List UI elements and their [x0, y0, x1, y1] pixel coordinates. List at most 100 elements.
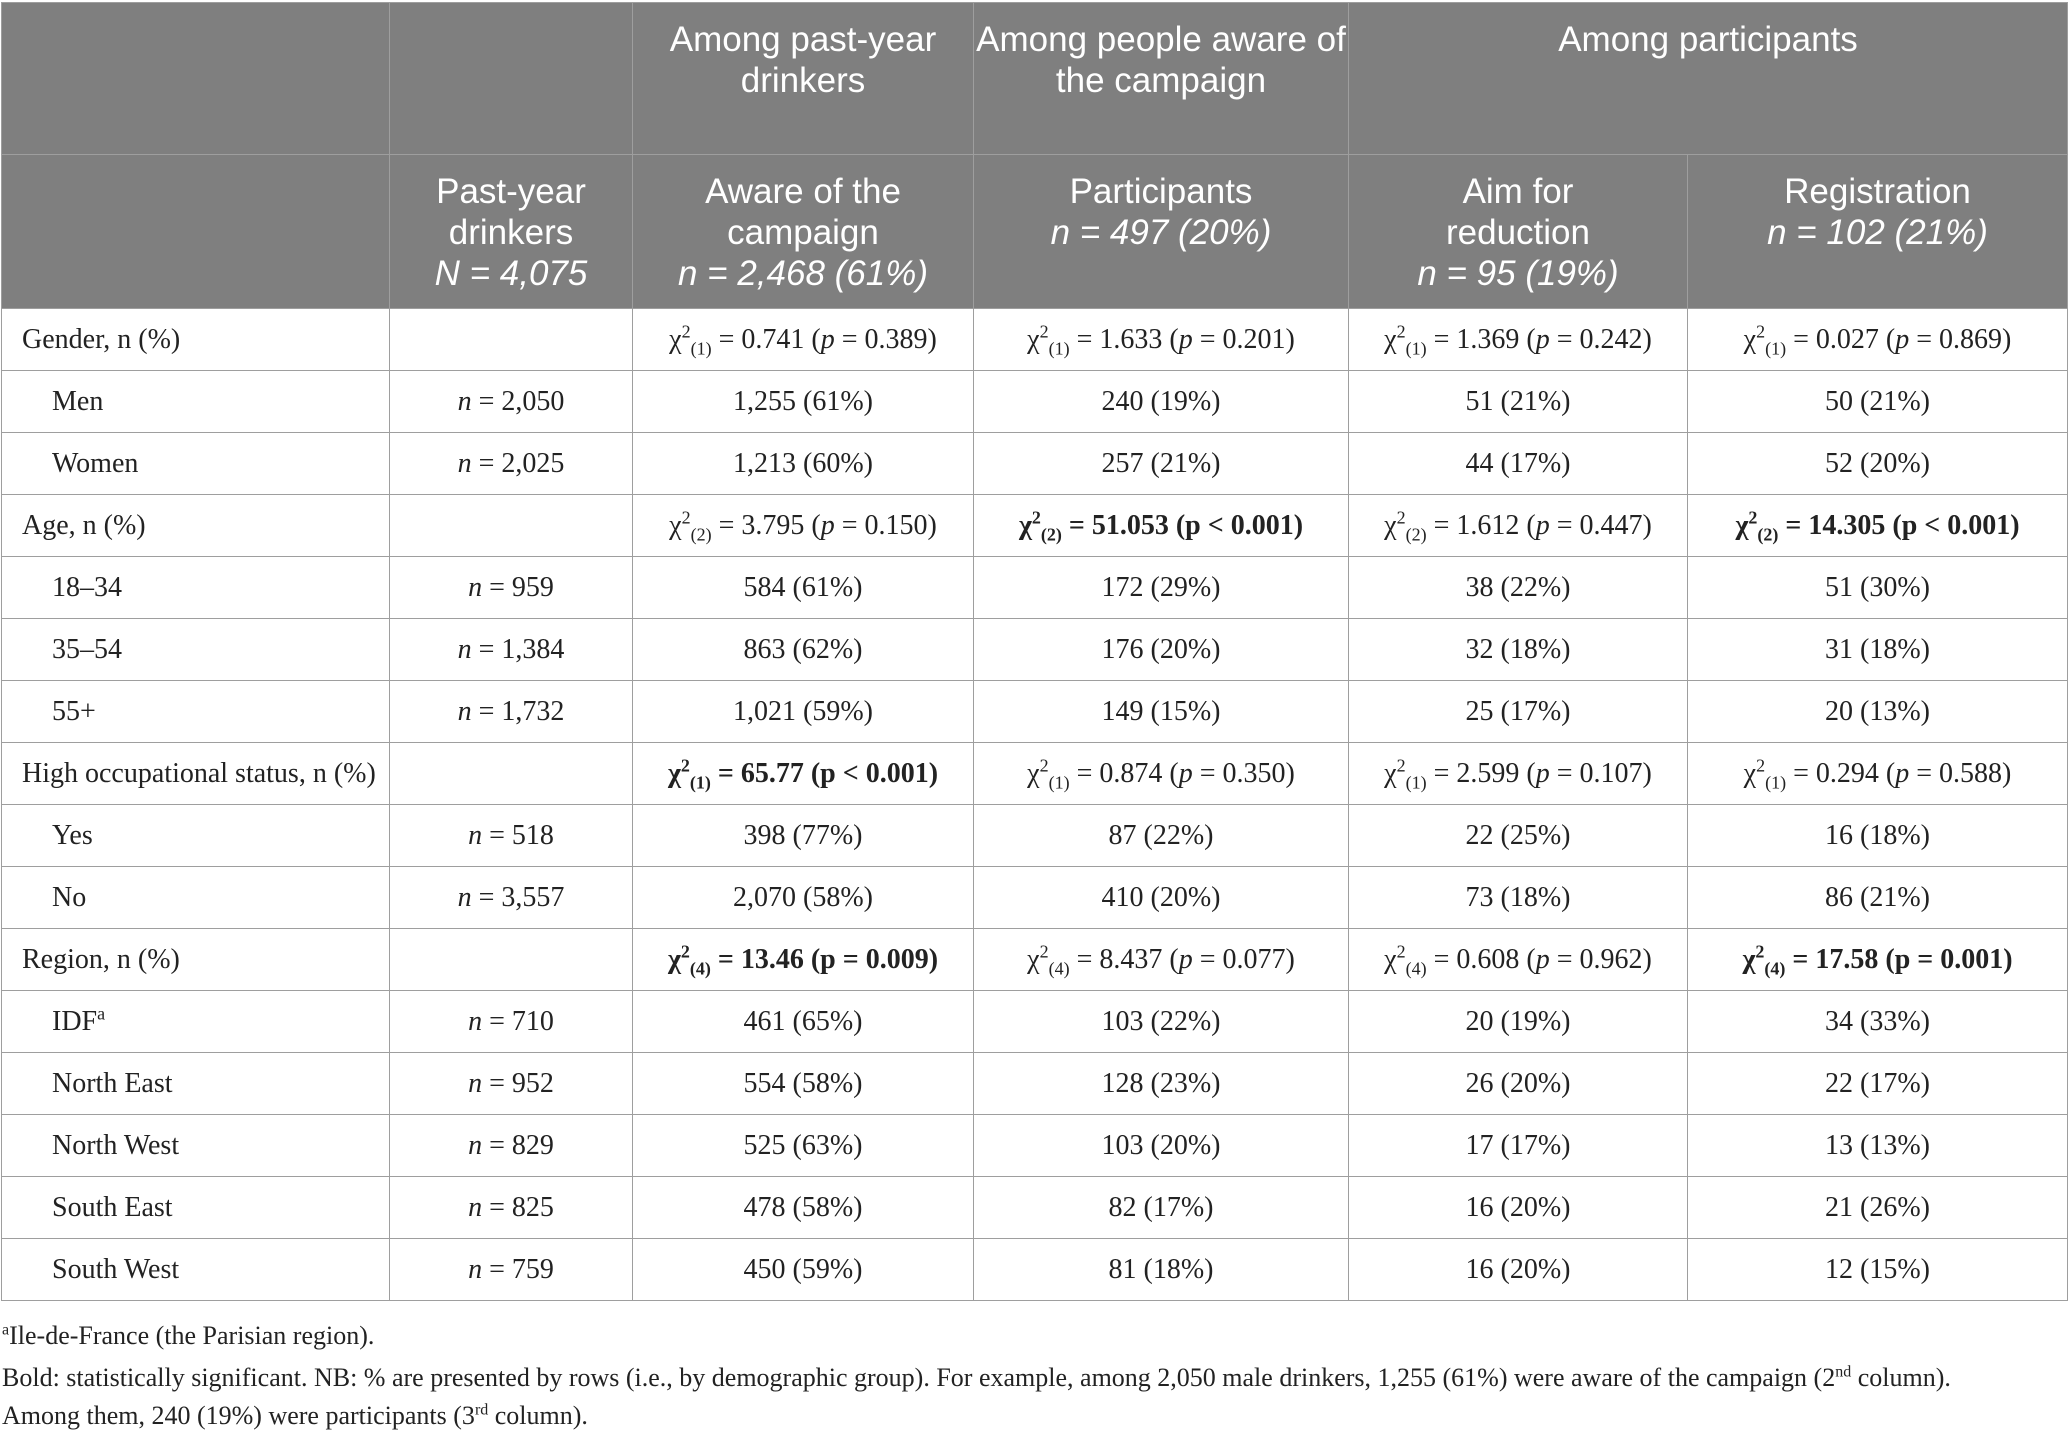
- chi-exponent: 2: [1396, 507, 1406, 528]
- n-symbol: n: [468, 1253, 483, 1285]
- cell-past-year-n: n = 829: [389, 1114, 633, 1177]
- p-value: < 0.001): [835, 757, 939, 789]
- chi-symbol: χ: [667, 757, 681, 789]
- chi-exponent: 2: [681, 321, 691, 342]
- degrees-of-freedom: (1): [1765, 338, 1787, 359]
- chi-stat: = 1.369 (: [1426, 323, 1536, 355]
- p-value: = 0.447): [1549, 509, 1652, 541]
- p-symbol: p: [1178, 323, 1193, 355]
- chi-symbol: χ: [1027, 323, 1040, 355]
- cell-value: 2,070 (58%): [733, 881, 873, 913]
- p-symbol: p: [1895, 323, 1910, 355]
- row-label-text: Women: [52, 447, 139, 479]
- col-header-registration: Registration n = 102 (21%): [1686, 154, 2068, 309]
- chi-exponent: 2: [1396, 941, 1406, 962]
- cell-c5: 31 (18%): [1686, 618, 2068, 681]
- row-label-text: Yes: [52, 819, 93, 851]
- cell-c2: χ2(4) = 13.46 (p = 0.009): [632, 928, 974, 991]
- row-label: Gender, n (%): [1, 308, 390, 371]
- cell-past-year-n: [389, 928, 633, 991]
- header-empty-3: [1, 154, 390, 309]
- n-symbol: n: [457, 633, 472, 665]
- cell-value: 82 (17%): [1108, 1191, 1214, 1223]
- table-row: South East n = 825 478 (58%) 82 (17%) 16 (20…: [1, 1176, 2068, 1239]
- p-symbol: p: [1535, 509, 1550, 541]
- p-value: = 0.242): [1549, 323, 1652, 355]
- cell-value: 1,021 (59%): [733, 695, 873, 727]
- row-label-text: 35–54: [52, 633, 122, 665]
- chi-symbol: χ: [1384, 323, 1397, 355]
- row-label-text: South East: [52, 1191, 173, 1223]
- cell-past-year-n: n = 710: [389, 990, 633, 1053]
- group-header-aware: Among people aware of the campaign: [973, 2, 1349, 155]
- n-value: = 959: [482, 571, 554, 603]
- cell-c3: 410 (20%): [973, 866, 1349, 929]
- n-value: = 710: [482, 1005, 554, 1037]
- cell-value: 31 (18%): [1825, 633, 1930, 665]
- cell-c3: 172 (29%): [973, 556, 1349, 619]
- chi-exponent: 2: [680, 941, 690, 962]
- cell-past-year-n: n = 518: [389, 804, 633, 867]
- cell-past-year-n: n = 825: [389, 1176, 633, 1239]
- n-symbol: n: [457, 447, 472, 479]
- p-symbol: p: [1185, 509, 1201, 541]
- cell-c5: 51 (30%): [1686, 556, 2068, 619]
- n-value: = 952: [482, 1067, 554, 1099]
- cell-past-year-n: n = 959: [389, 556, 633, 619]
- p-value: = 0.962): [1549, 943, 1652, 975]
- degrees-of-freedom: (2): [1040, 524, 1062, 545]
- footnote-note: Bold: statistically significant. NB: % a…: [2, 1359, 2068, 1435]
- p-value: = 0.350): [1192, 757, 1295, 789]
- cell-c5: χ2(4) = 17.58 (p = 0.001): [1686, 928, 2068, 991]
- cell-c4: χ2(1) = 2.599 (p = 0.107): [1348, 742, 1688, 805]
- row-label: South West: [1, 1238, 390, 1301]
- p-value: = 0.009): [835, 943, 939, 975]
- chi-symbol: χ: [1742, 943, 1756, 975]
- cell-value: 44 (17%): [1465, 447, 1571, 479]
- p-symbol: p: [1535, 757, 1550, 789]
- cell-value: 128 (23%): [1101, 1067, 1221, 1099]
- row-label-text: North East: [52, 1067, 173, 1099]
- chi-symbol: χ: [669, 509, 682, 541]
- col-header-n: n = 497 (20%): [1050, 213, 1272, 252]
- cell-past-year-n: n = 952: [389, 1052, 633, 1115]
- cell-value: 22 (17%): [1825, 1067, 1930, 1099]
- cell-c3: 257 (21%): [973, 432, 1349, 495]
- cell-value: n = 710: [468, 1006, 554, 1037]
- cell-c3: 128 (23%): [973, 1052, 1349, 1115]
- cell-past-year-n: n = 759: [389, 1238, 633, 1301]
- p-value: = 0.001): [1910, 943, 2013, 975]
- chi-symbol: χ: [1384, 757, 1397, 789]
- cell-value: 478 (58%): [743, 1191, 863, 1223]
- cell-past-year-n: [389, 308, 633, 371]
- chi-symbol: χ: [1027, 943, 1040, 975]
- p-symbol: p: [820, 943, 836, 975]
- row-label-text: Region, n (%): [22, 943, 180, 975]
- cell-c4: 22 (25%): [1348, 804, 1688, 867]
- row-label: IDFa: [1, 990, 390, 1053]
- cell-c3: 87 (22%): [973, 804, 1349, 867]
- chi-symbol: χ: [669, 323, 682, 355]
- cell-value: 1,213 (60%): [733, 447, 873, 479]
- col-header-label: Registration: [1784, 172, 1971, 211]
- header-row-columns: Past-year drinkers N = 4,075 Aware of th…: [1, 154, 2068, 309]
- degrees-of-freedom: (1): [1048, 338, 1070, 359]
- footnote-note-text-end: column).: [1851, 1363, 1951, 1392]
- n-symbol: n: [468, 1129, 483, 1161]
- chi-symbol: χ: [1743, 323, 1757, 355]
- cell-c3: 81 (18%): [973, 1238, 1349, 1301]
- cell-value: 34 (33%): [1825, 1005, 1930, 1037]
- cell-c5: χ2(2) = 14.305 (p < 0.001): [1686, 494, 2068, 557]
- chi-exponent: 2: [1039, 321, 1049, 342]
- cell-c4: 20 (19%): [1348, 990, 1688, 1053]
- table-footnotes: aIle-de-France (the Parisian region). Bo…: [2, 1317, 2068, 1435]
- cell-value: 73 (18%): [1465, 881, 1571, 913]
- cell-past-year-n: n = 2,025: [389, 432, 633, 495]
- cell-c4: χ2(1) = 1.369 (p = 0.242): [1348, 308, 1688, 371]
- row-label-text: High occupational status, n (%): [22, 757, 376, 789]
- cell-c4: 26 (20%): [1348, 1052, 1688, 1115]
- table-row: South West n = 759 450 (59%) 81 (18%) 16 (20…: [1, 1238, 2068, 1301]
- table-row: Women n = 2,025 1,213 (60%) 257 (21%) 44 (17…: [1, 432, 2068, 495]
- degrees-of-freedom: (4): [1405, 958, 1427, 979]
- chi-exponent: 2: [1396, 321, 1406, 342]
